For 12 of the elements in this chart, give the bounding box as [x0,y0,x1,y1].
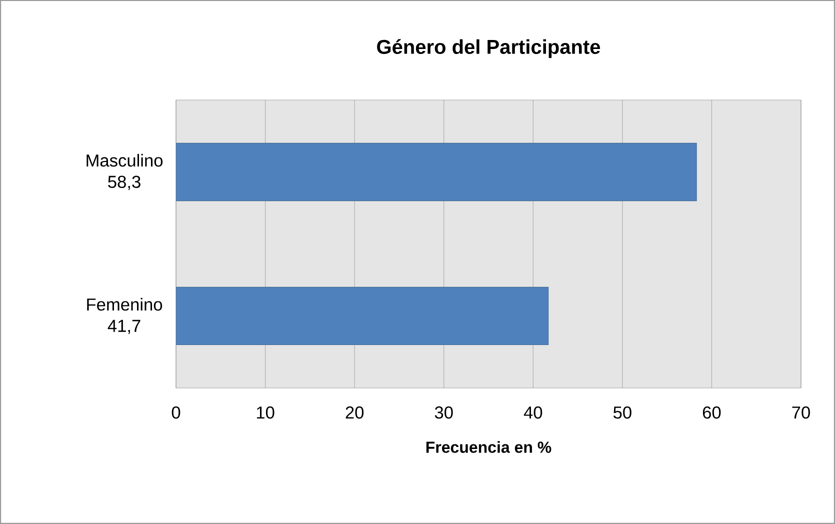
x-tick-label: 50 [613,406,632,419]
x-tick-label: 20 [346,406,364,419]
x-tick-label: 70 [792,406,810,419]
chart-title: Género del Participante [377,39,600,58]
x-tick-label: 10 [256,406,274,419]
x-tick-label: 40 [524,406,542,419]
x-tick-label: 30 [434,406,453,419]
x-axis-title: Frecuencia en % [426,441,552,453]
y-tick-label: Femenino 41,7 [87,298,162,334]
x-tick-label: 60 [702,406,721,419]
y-tick-label: Masculino 58,3 [86,154,163,190]
x-tick-label: 0 [172,406,180,419]
